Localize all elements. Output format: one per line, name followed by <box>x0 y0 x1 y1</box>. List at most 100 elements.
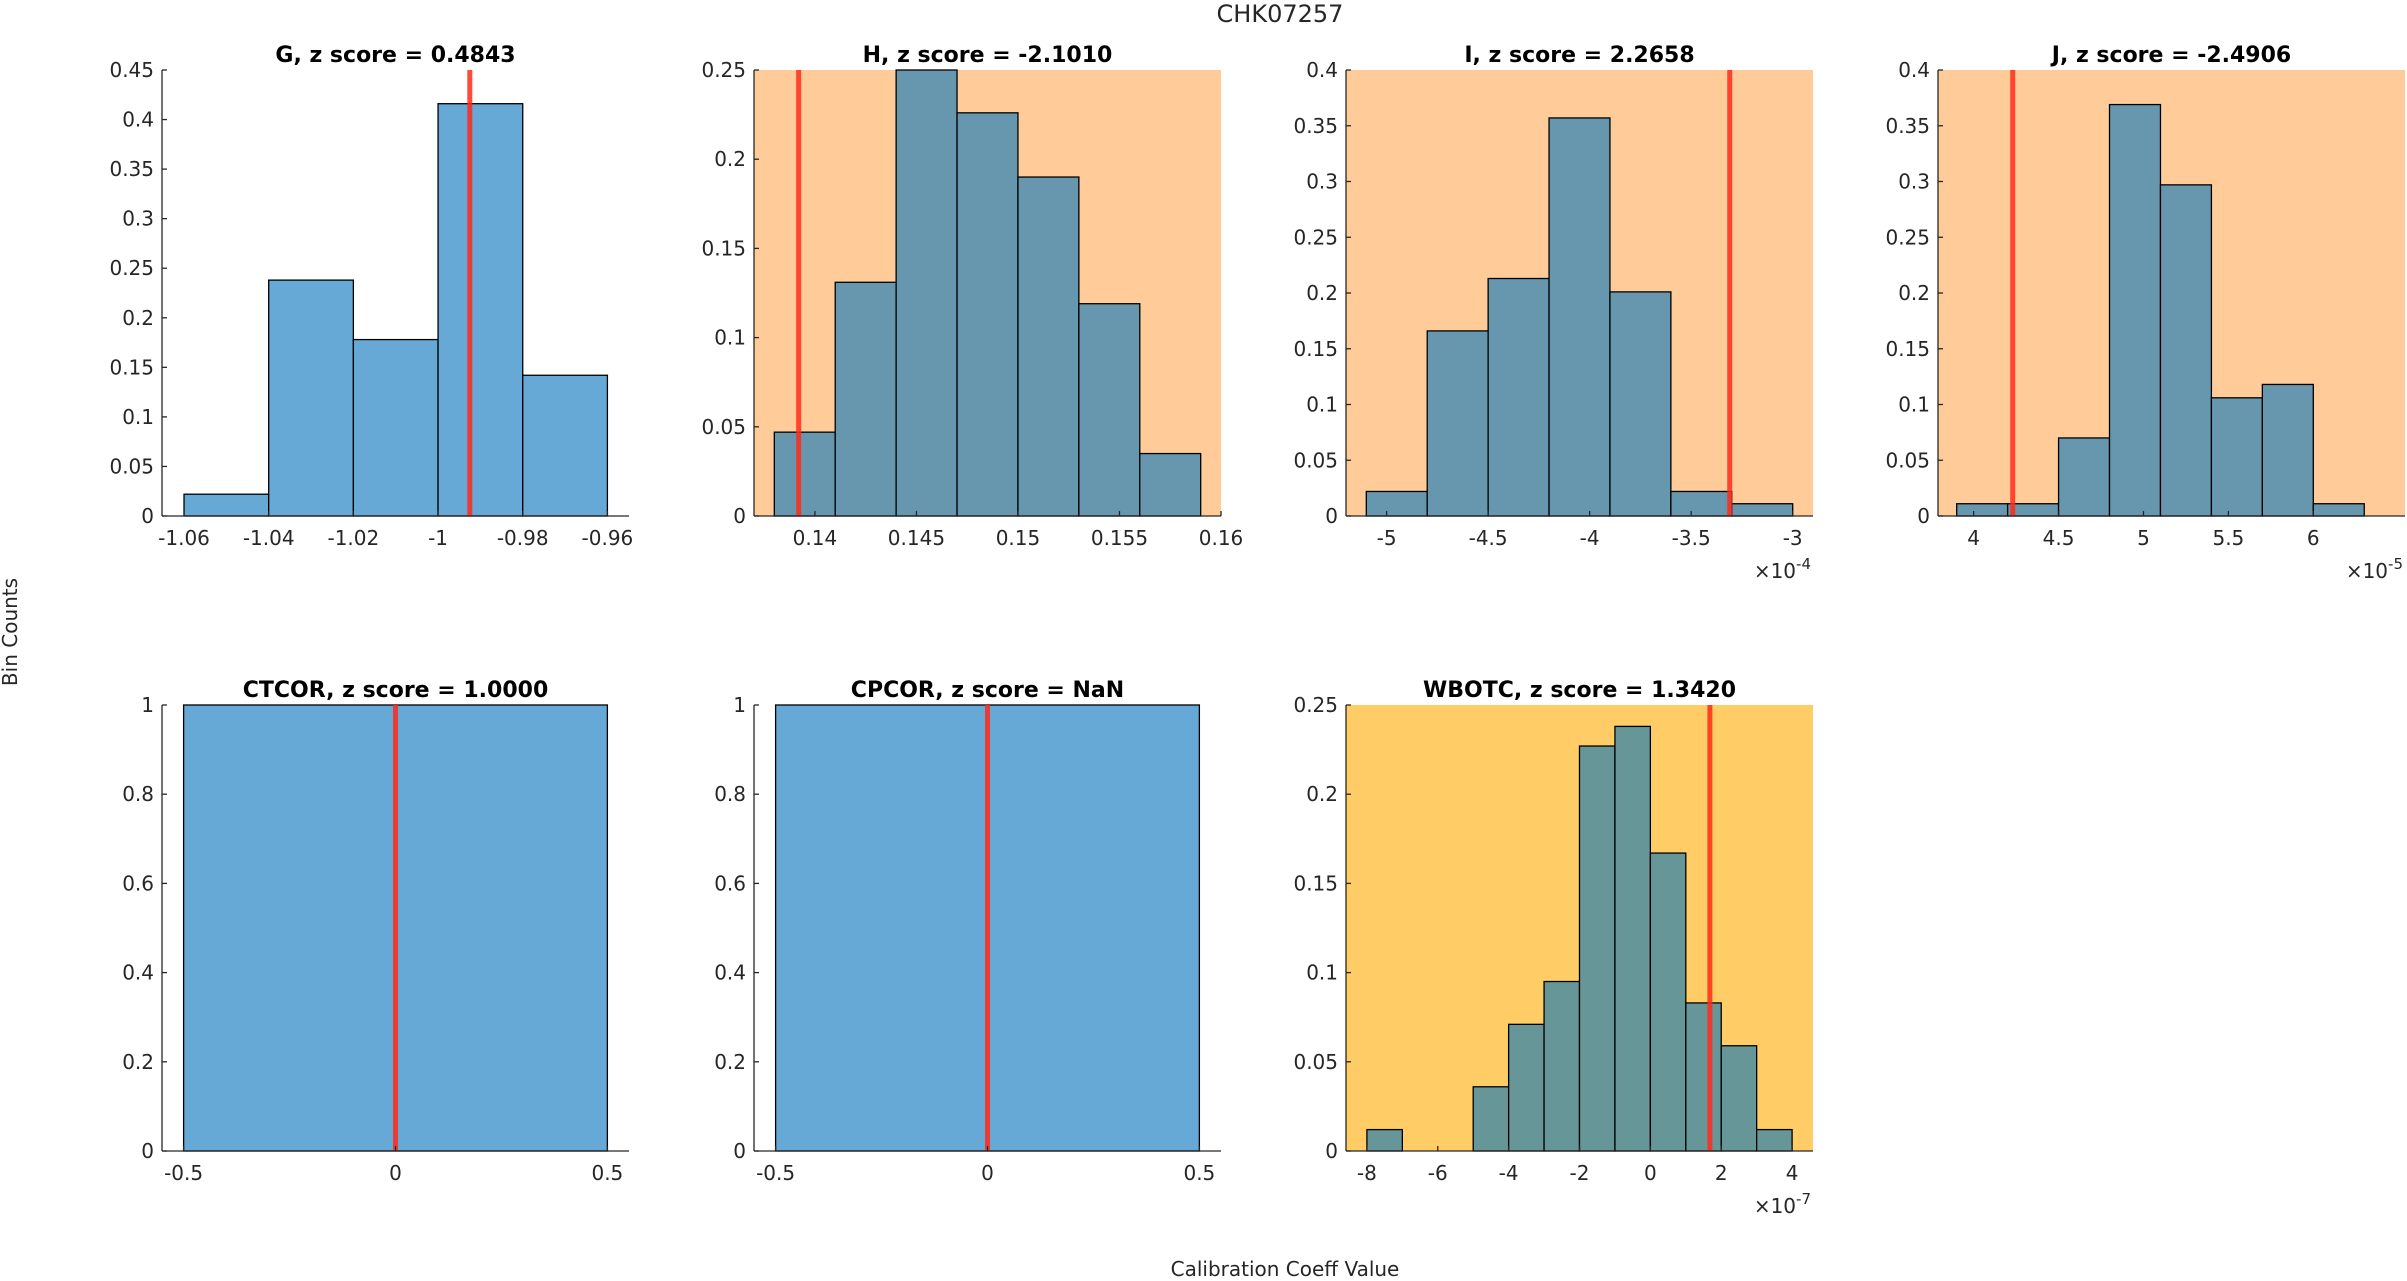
y-tick-label: 0.4 <box>122 961 154 985</box>
y-tick-label: 0.6 <box>714 871 746 895</box>
x-tick-label: 0.145 <box>888 526 945 550</box>
y-tick-label: 0.25 <box>1293 693 1338 717</box>
histogram-bar <box>1578 745 1616 1152</box>
y-tick-label: 0.35 <box>109 157 154 181</box>
y-tick-label: 0.2 <box>122 1050 154 1074</box>
x-tick-label: 5.5 <box>2212 526 2244 550</box>
y-tick-label: 0.2 <box>122 306 154 330</box>
subplot-title: I, z score = 2.2658 <box>1464 43 1694 68</box>
subplot-j: 0 0.05 0.1 0.15 0.2 0.25 0.3 0.35 0.4 4 4.5 5 5.5 6 ×1… <box>1885 43 2405 583</box>
y-tick-label: 0.3 <box>122 207 154 231</box>
y-tick-label: 0.05 <box>1885 448 1930 472</box>
histogram-bar <box>1078 303 1141 517</box>
histogram-bar <box>1720 1045 1758 1152</box>
x-tick-label: -0.5 <box>164 1161 203 1185</box>
x-axis-label: Calibration Coeff Value <box>1171 1257 1400 1281</box>
y-tick-label: 1 <box>141 693 154 717</box>
y-tick-label: 0.05 <box>1293 1050 1338 1074</box>
y-tick-label: 0.2 <box>714 1050 746 1074</box>
y-tick-label: 0.2 <box>1306 782 1338 806</box>
subplot-h: 0 0.05 0.1 0.15 0.2 0.25 0.14 0.145 0.15 0.155 0.1… <box>701 43 1243 550</box>
y-tick-label: 0.1 <box>714 326 746 350</box>
histogram-bar <box>268 279 355 517</box>
x-tick-label: 0.15 <box>996 526 1041 550</box>
subplot-ctcor: 0 0.2 0.4 0.6 0.8 1 -0.5 0 0.5 CTCOR, z score = 1… <box>122 678 629 1185</box>
subplot-wbotc: 0 0.05 0.1 0.15 0.2 0.25 -8 -6 -4 -2 0 2 4 ×10-7 WBOTC… <box>1293 678 1813 1218</box>
y-axis-label: Bin Counts <box>0 578 22 686</box>
histogram-bar <box>1670 490 1733 517</box>
histogram-bar <box>1366 1128 1403 1152</box>
histogram-bar <box>1507 1023 1545 1152</box>
exponent-value: -5 <box>2388 555 2403 573</box>
y-tick-label: 0.2 <box>714 147 746 171</box>
histogram-bar <box>2159 184 2213 517</box>
histogram-bar <box>895 69 958 517</box>
histogram-bar <box>1017 176 1080 517</box>
histogram-bar <box>1649 852 1687 1152</box>
y-tick-label: 1 <box>733 693 746 717</box>
x-tick-label: 0.14 <box>793 526 838 550</box>
x-tick-label: 2 <box>1715 1161 1728 1185</box>
y-tick-label: 0.15 <box>1293 871 1338 895</box>
y-tick-label: 0.25 <box>701 58 746 82</box>
subplot-title: WBOTC, z score = 1.3420 <box>1423 678 1736 703</box>
x-tick-label: 0.5 <box>591 1161 623 1185</box>
subplot-title: H, z score = -2.1010 <box>863 43 1113 68</box>
y-tick-label: 0.2 <box>1898 281 1930 305</box>
x-exponent-label: ×10-4 <box>1754 555 1811 583</box>
x-exponent-label: ×10-5 <box>2346 555 2403 583</box>
y-tick-label: 0.4 <box>1898 58 1930 82</box>
x-tick-label: -6 <box>1428 1161 1448 1185</box>
x-tick-label: 6 <box>2307 526 2320 550</box>
histogram-bar <box>834 281 897 517</box>
y-tick-label: 0 <box>1917 504 1930 528</box>
x-tick-label: -3 <box>1783 526 1803 550</box>
histogram-bar <box>1365 490 1428 517</box>
y-tick-label: 0 <box>141 1139 154 1163</box>
histogram-bar <box>1487 277 1550 517</box>
y-tick-label: 0 <box>733 1139 746 1163</box>
histogram-bar <box>1139 452 1202 517</box>
histogram-bar <box>773 431 836 517</box>
y-tick-label: 0.35 <box>1885 114 1930 138</box>
x-tick-label: 4.5 <box>2043 526 2075 550</box>
histogram-bar <box>1609 291 1672 517</box>
y-tick-label: 0.3 <box>1306 170 1338 194</box>
y-tick-label: 0.35 <box>1293 114 1338 138</box>
y-tick-label: 0.1 <box>1306 393 1338 417</box>
histogram-bar <box>352 338 439 517</box>
x-tick-label: -1.06 <box>158 526 210 550</box>
y-tick-label: 0.15 <box>1885 337 1930 361</box>
y-tick-label: 0 <box>141 504 154 528</box>
histogram-bar <box>1731 503 1794 517</box>
x-tick-label: 4 <box>1967 526 1980 550</box>
histogram-bar <box>1426 330 1489 517</box>
histogram-bar <box>1756 1128 1793 1152</box>
y-tick-label: 0.1 <box>1898 393 1930 417</box>
x-tick-label: 0.16 <box>1199 526 1244 550</box>
x-tick-label: 0 <box>981 1161 994 1185</box>
subplot-grid: 00.050.10.150.20.250.30.350.40.45-1.06 -1… <box>109 43 2405 1218</box>
y-tick-label: 0.2 <box>1306 281 1338 305</box>
histogram-bar <box>1685 1002 1722 1152</box>
histogram-bar <box>1543 980 1581 1152</box>
histogram-bar <box>2108 103 2162 517</box>
x-tick-label: -4.5 <box>1469 526 1508 550</box>
histogram-bar <box>2057 437 2111 517</box>
histogram-bar <box>183 493 270 517</box>
subplot-i: 0 0.05 0.1 0.15 0.2 0.25 0.3 0.35 0.4 -5 -4.5 -4 -3.… <box>1293 43 1813 583</box>
x-tick-label: 0.155 <box>1091 526 1148 550</box>
y-tick-label: 0.05 <box>701 415 746 439</box>
y-tick-label: 0.1 <box>1306 961 1338 985</box>
histogram-bar <box>437 103 524 517</box>
y-tick-label: 0.8 <box>714 782 746 806</box>
histogram-bar <box>1472 1086 1510 1152</box>
subplot-title: J, z score = -2.4906 <box>2050 43 2291 68</box>
y-tick-label: 0.05 <box>1293 448 1338 472</box>
y-tick-label: 0.4 <box>122 108 154 132</box>
y-tick-label: 0.45 <box>109 58 154 82</box>
histogram-bar <box>956 112 1019 517</box>
x-tick-label: 0 <box>389 1161 402 1185</box>
x-tick-label: -0.5 <box>756 1161 795 1185</box>
x-tick-label: 0.5 <box>1183 1161 1215 1185</box>
